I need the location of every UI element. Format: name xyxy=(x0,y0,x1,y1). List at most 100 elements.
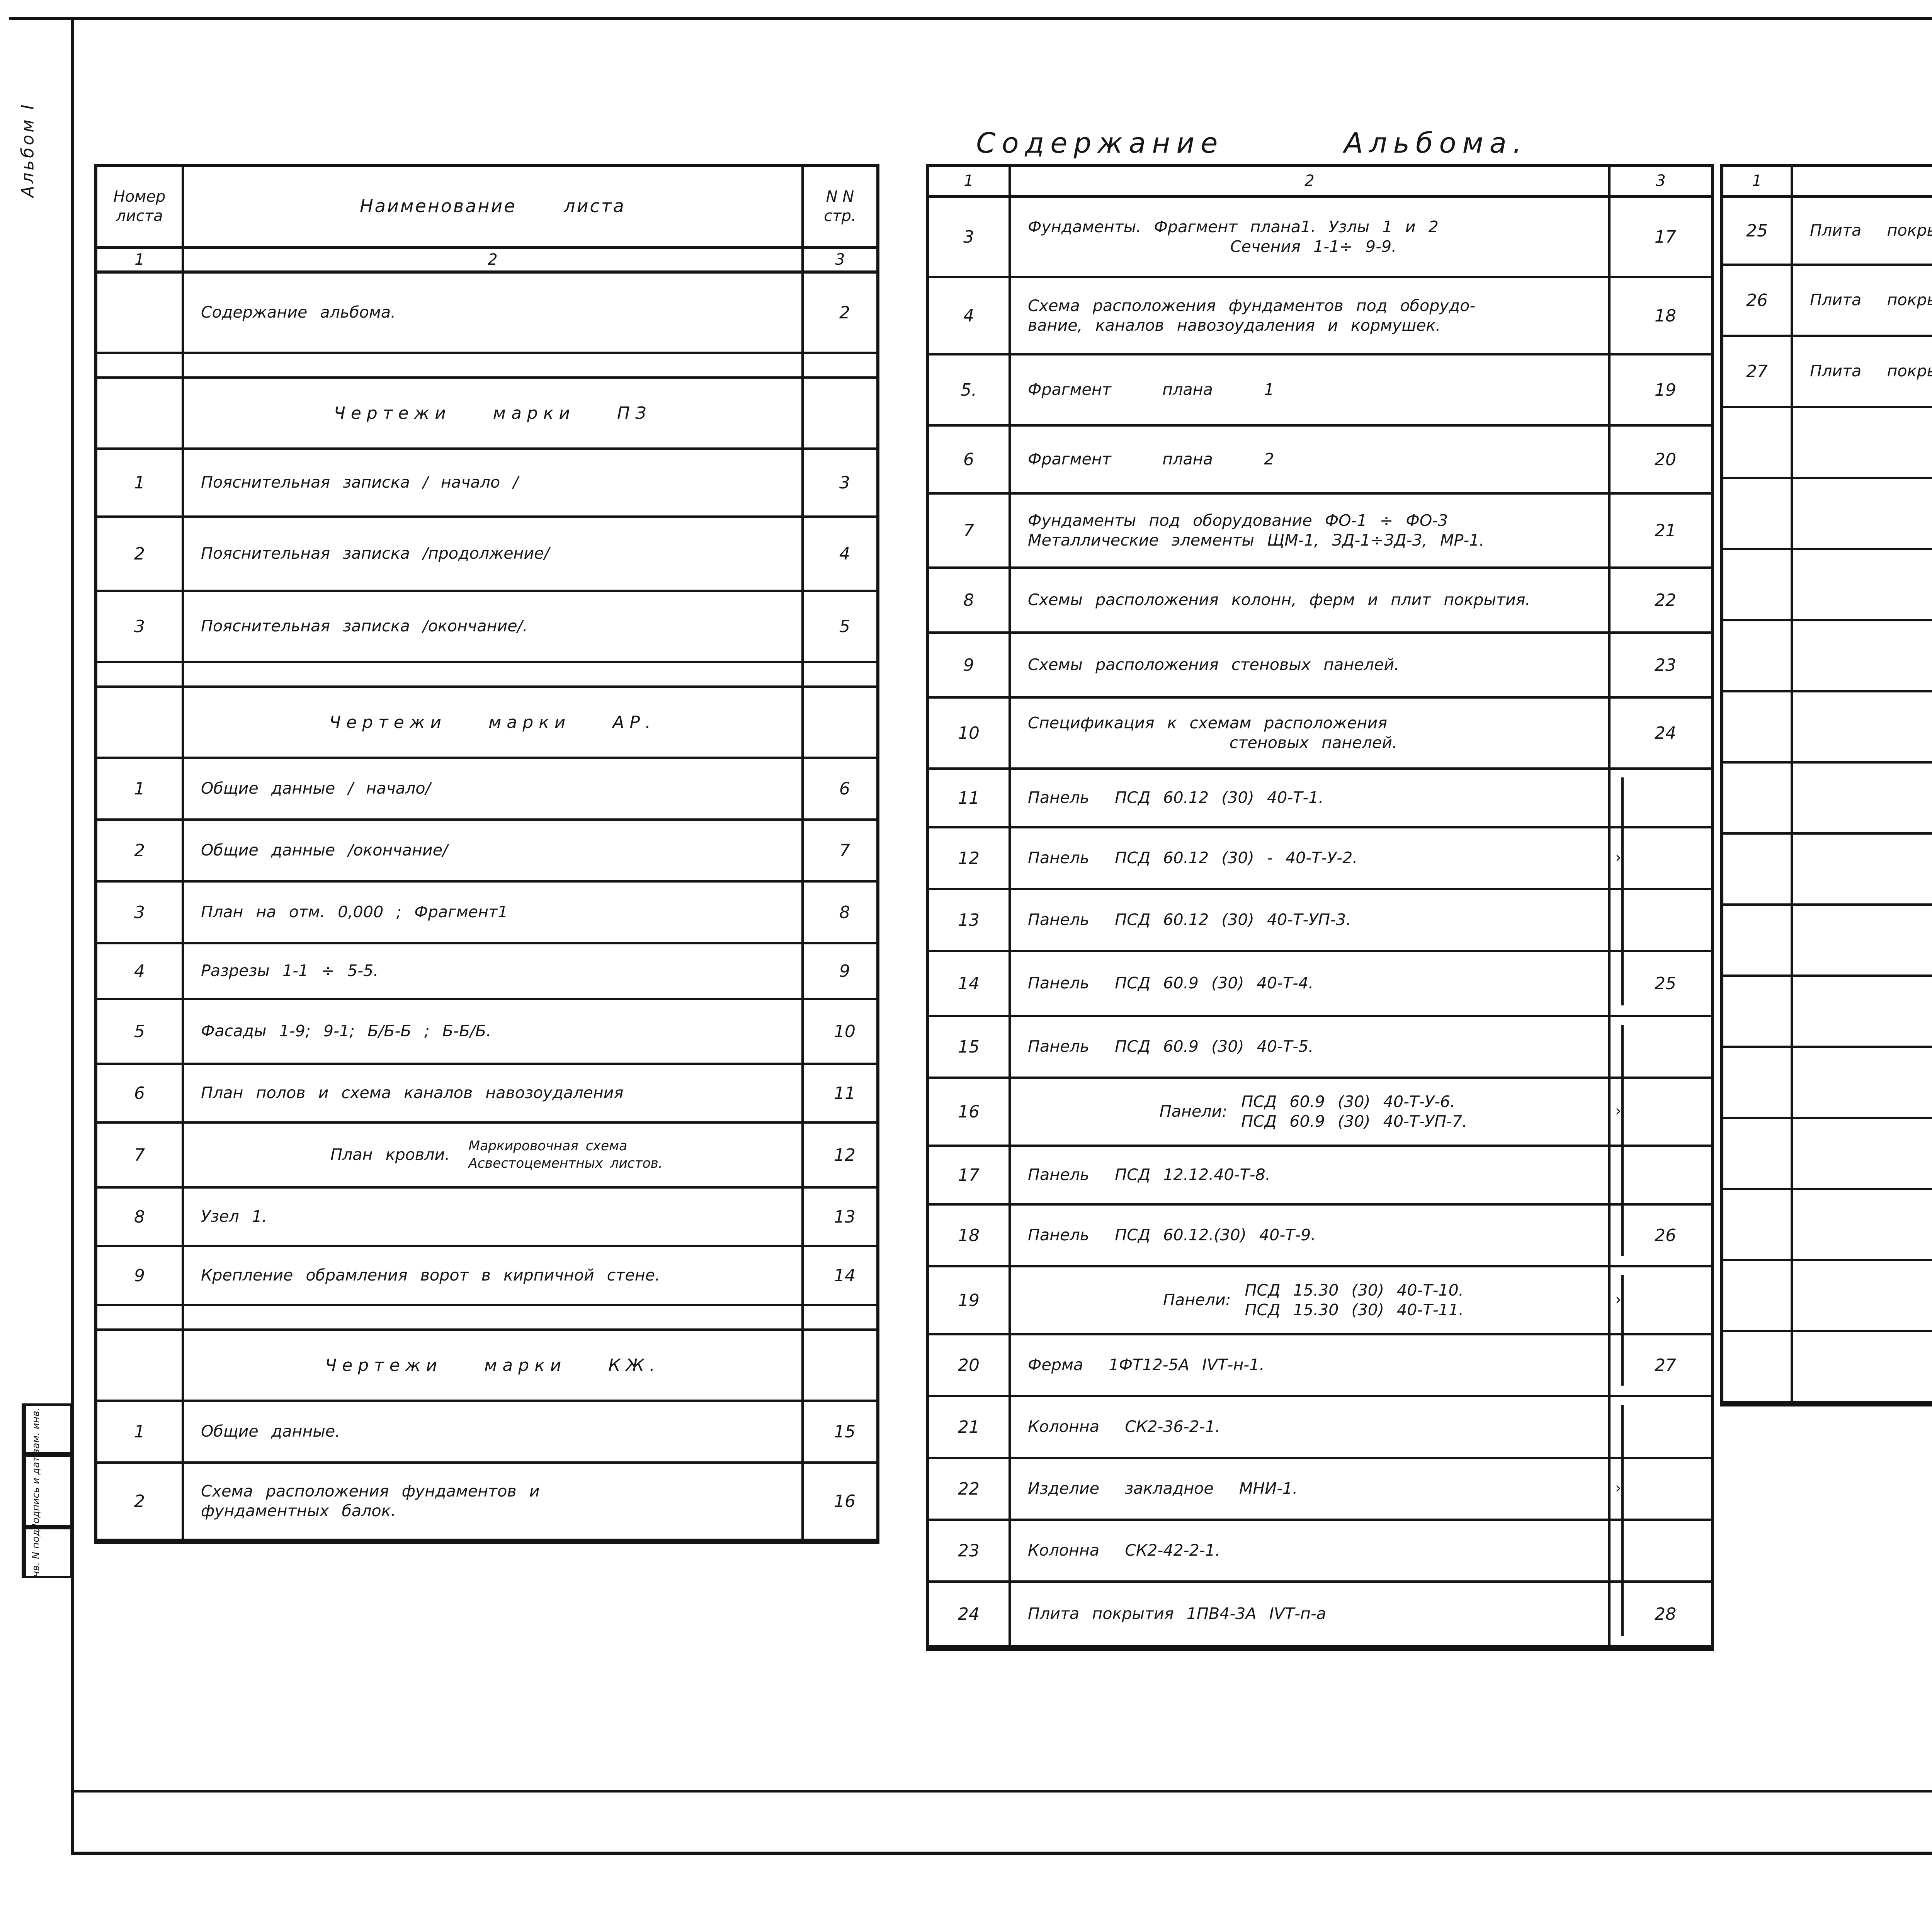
sheet-title-cell: Пояснительная записка / начало / xyxy=(184,450,804,515)
sheet-number-cell xyxy=(1723,764,1793,832)
sheet-number-cell: 6 xyxy=(929,427,1011,492)
row-line: Пояснительная записка /продолжение/ xyxy=(201,544,549,563)
sheet-title-cell xyxy=(184,663,804,685)
sheet-number-cell xyxy=(97,663,184,685)
row-line: ПСД 60.9 (30) 40-Т-УП-7. xyxy=(1241,1112,1468,1131)
sheet-title-cell: Чертежи марки АР. xyxy=(184,688,804,757)
page-number-cell: › xyxy=(1611,827,1711,890)
page-number-cell: 2 xyxy=(804,274,876,352)
row-line: Спецификация к схемам расположения xyxy=(1028,713,1388,732)
page-number-cell: 14 xyxy=(804,1247,876,1304)
table-row: 2 Пояснительная записка /продолжение/4 xyxy=(97,518,876,592)
table-row: 2 Схема расположения фундаментов и фундаме… xyxy=(97,1464,876,1541)
table-row: 10 Спецификация к схемам расположения стен… xyxy=(929,699,1711,770)
table-row xyxy=(1723,479,1932,550)
table-row xyxy=(1723,906,1932,977)
column-number: 3 xyxy=(835,251,845,269)
page-number: 23 xyxy=(1655,655,1676,675)
sheet-title-cell: Содержание альбома. xyxy=(184,274,804,352)
row-line: Крепление обрамления ворот в кирпичной с… xyxy=(201,1266,660,1285)
sheet-title-cell xyxy=(1793,1190,1932,1259)
row-line: Панель ПСД 60.9 (30) 40-Т-5. xyxy=(1028,1037,1314,1056)
toc-table-middle: 1 2 3 3 Фундаменты. Фрагмент плана1. Узлы 1 … xyxy=(926,164,1714,1651)
row-line: Фасады 1-9; 9-1; Б/Б-Б ; Б-Б/Б. xyxy=(201,1022,492,1041)
page-number-cell: 13 xyxy=(804,1189,876,1245)
sheet-title-cell: Панель ПСД 60.9 (30) 40-Т-5. xyxy=(1011,1017,1611,1077)
sheet-title-cell: Плита покрытия 1ПВ4-3А IVТ-п-а xyxy=(1011,1583,1611,1645)
sheet-title-cell: Изделие закладное МНИ-1. xyxy=(1011,1459,1611,1519)
page-number: 22 xyxy=(1655,590,1676,610)
sheet-number-cell: 9 xyxy=(929,634,1011,696)
row-sublines: Маркировочная схема Асвестоцементных лист… xyxy=(468,1138,662,1172)
sheet-number-cell: 5. xyxy=(929,355,1011,424)
column-number: 1 xyxy=(97,249,184,270)
sheet-number-cell xyxy=(97,1331,184,1400)
row-line: Пояснительная записка / начало / xyxy=(201,473,519,492)
frame-top-line xyxy=(9,17,1932,20)
sheet-title-cell: Общие данные / начало/ xyxy=(184,759,804,818)
sheet-title-cell: План полов и схема каналов навозоудалени… xyxy=(184,1065,804,1121)
sheet-number-cell: 7 xyxy=(97,1124,184,1186)
row-line: Плита покрытия 1ПВ4-3А IVТ-п-а xyxy=(1028,1604,1327,1623)
bracket-hook: › xyxy=(1615,1291,1621,1309)
page-number-cell xyxy=(804,1331,876,1400)
page-number-cell: › xyxy=(1611,1267,1711,1335)
row-line: Пояснительная записка /окончание/. xyxy=(201,617,528,636)
sheet-title-cell: Пояснительная записка /окончание/. xyxy=(184,592,804,661)
table-row: Содержание альбома. 2 xyxy=(97,274,876,354)
sheet-title-cell: Крепление обрамления ворот в кирпичной с… xyxy=(184,1247,804,1304)
row-line: План полов и схема каналов навозоудалени… xyxy=(201,1083,624,1102)
row-line: фундаментных балок. xyxy=(201,1502,396,1520)
sheet-title-cell: Общие данные /окончание/ xyxy=(184,821,804,880)
page-number: 20 xyxy=(1655,449,1676,469)
sheet-title-cell: Панель ПСД 60.9 (30) 40-Т-4. xyxy=(1011,952,1611,1015)
sheet-title-cell: Панель ПСД 60.12.(30) 40-Т-9. xyxy=(1011,1206,1611,1265)
page-number: 27 xyxy=(1655,1355,1676,1375)
sheet-title-cell: Колонна СК2-36-2-1. xyxy=(1011,1397,1611,1457)
sheet-number-cell: 14 xyxy=(929,952,1011,1015)
table-row: 6 Фрагмент плана 2 20 xyxy=(929,427,1711,495)
page-number: 15 xyxy=(834,1422,855,1442)
stamp-label-podpis: Подпись и дата xyxy=(24,1457,46,1525)
row-line: Фрагмент плана 2 xyxy=(1028,450,1274,469)
page-number-cell xyxy=(1611,889,1711,952)
row-line: ПСД 15.30 (30) 40-Т-11. xyxy=(1245,1301,1464,1319)
sheet-number-cell xyxy=(1723,621,1793,690)
sheet-title-cell: Фасады 1-9; 9-1; Б/Б-Б ; Б-Б/Б. xyxy=(184,1000,804,1063)
sheet-number-cell: 5 xyxy=(97,1000,184,1063)
column-number: 3 xyxy=(1656,172,1666,190)
row-line: Плита покрытия 1ПВ4-3А IVТ-п-б xyxy=(1810,221,1932,240)
table-row: 6 План полов и схема каналов навозоудален… xyxy=(97,1065,876,1124)
frame-left-line xyxy=(71,17,74,1855)
sheet-title-cell: Плита покрытия 1 ПГ- 3А IVТ-п-а. xyxy=(1793,266,1932,335)
sheet-title-cell: Пояснительная записка /продолжение/ xyxy=(184,518,804,590)
header-page-number: N N стр. xyxy=(824,188,856,225)
row-line: Маркировочная схема xyxy=(468,1138,628,1154)
table-row: 1 Пояснительная записка / начало / 3 xyxy=(97,450,876,518)
table-row: 11 Панель ПСД 60.12 (30) 40-Т-1. xyxy=(929,770,1711,828)
sheet-number-cell xyxy=(1723,408,1793,477)
page-number: 6 xyxy=(839,779,850,799)
row-line: Схема расположения фундаментов и xyxy=(201,1481,540,1500)
sheet-title-cell: Схема расположения фундаментов под обору… xyxy=(1011,278,1611,353)
row-line: Схемы расположения стеновых панелей. xyxy=(1028,655,1400,674)
page-number-cell: 16 xyxy=(804,1464,876,1539)
table-row: 4 Схема расположения фундаментов под обор… xyxy=(929,278,1711,355)
row-line: Панель ПСД 60.12 (30) - 40-Т-У-2. xyxy=(1028,849,1358,867)
page-number: 26 xyxy=(1655,1225,1676,1245)
table-row: 13 Панель ПСД 60.12 (30) 40-Т-УП-3. xyxy=(929,889,1711,952)
page-number-cell xyxy=(804,379,876,447)
sheet-title-cell: План кровли. Маркировочная схема Асвестоце… xyxy=(184,1124,804,1186)
table-row: 24 Плита покрытия 1ПВ4-3А IVТ-п-а 28 xyxy=(929,1581,1711,1648)
row-line: Асвестоцементных листов. xyxy=(468,1156,663,1171)
sheet-number-cell xyxy=(1723,1261,1793,1330)
stamp-blank xyxy=(46,1406,70,1452)
table-header-row: Номер листа Наименование листа N N стр. xyxy=(97,167,876,249)
row-line: Панель ПСД 60.12 (30) 40-Т-1. xyxy=(1028,788,1324,807)
table-row: 3 Пояснительная записка /окончание/. 5 xyxy=(97,592,876,663)
sheet-number-cell xyxy=(1723,550,1793,619)
table-row: 3 План на отм. 0,000 ; Фрагмент1 8 xyxy=(97,883,876,944)
